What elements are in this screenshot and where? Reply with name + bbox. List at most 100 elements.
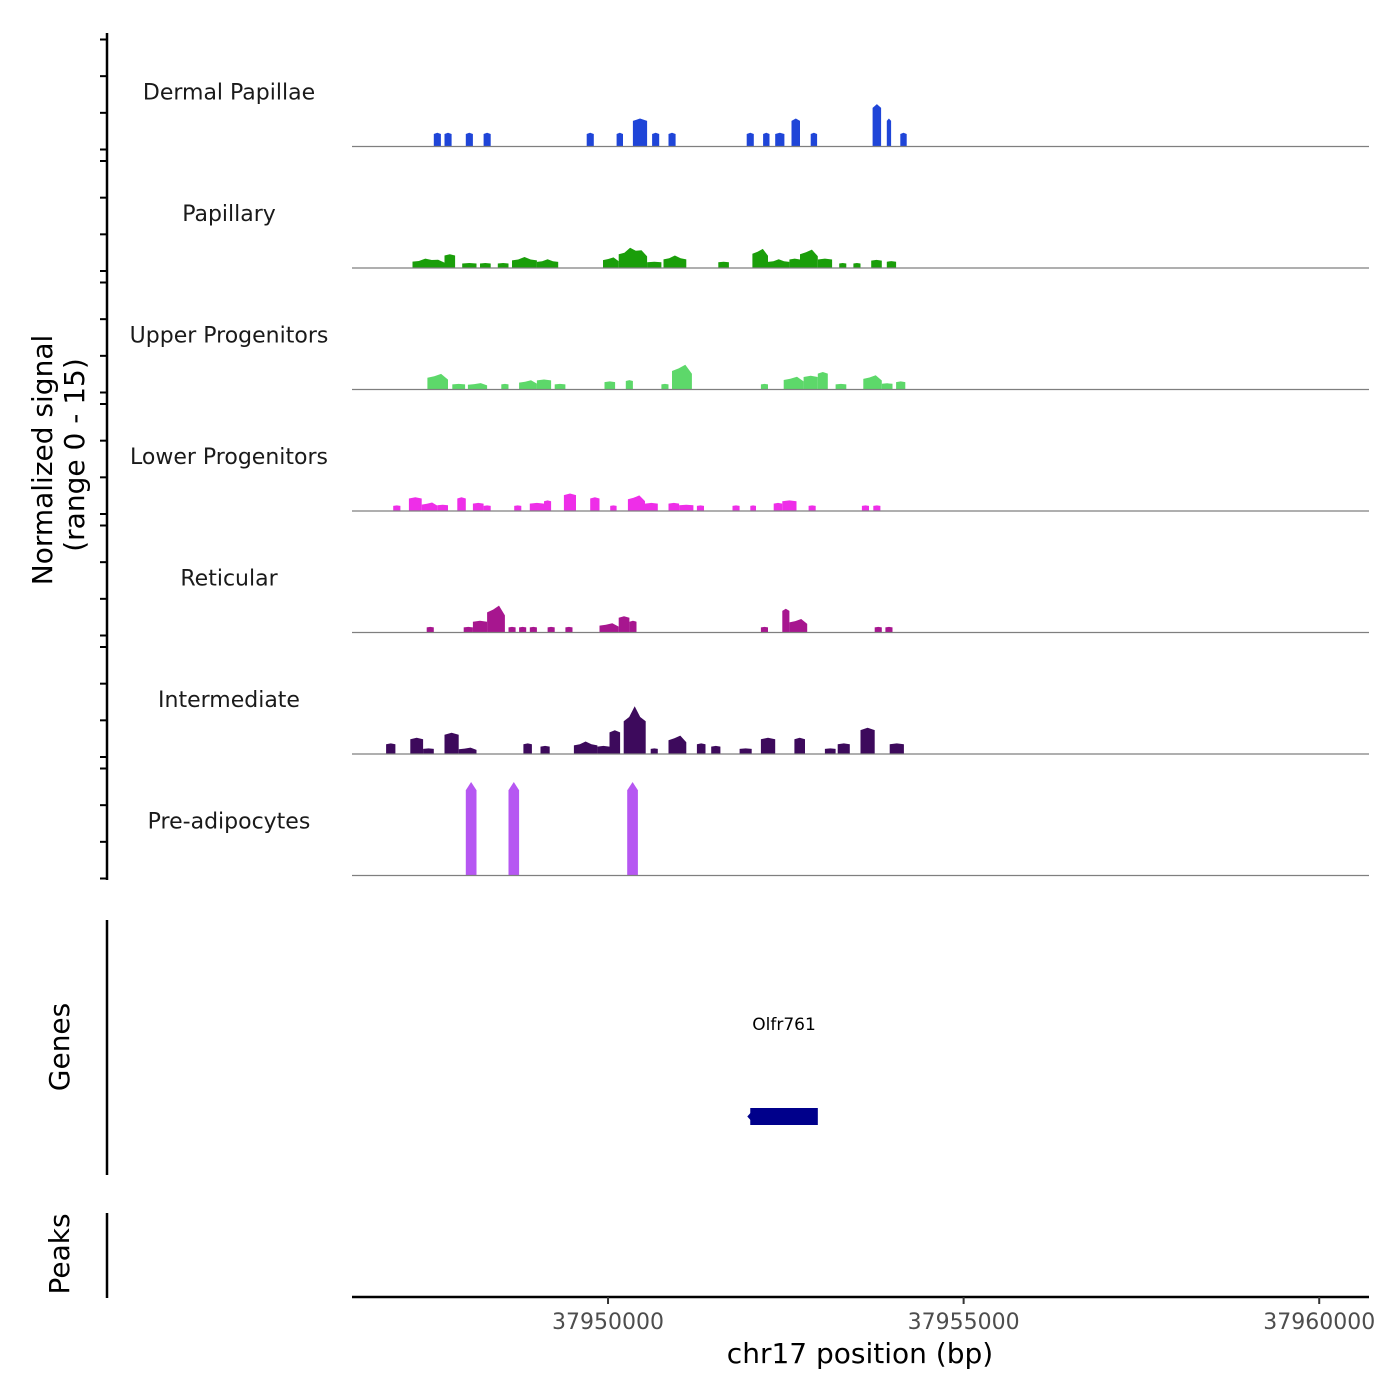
coverage-peak [616, 132, 623, 147]
coverage-peak [618, 247, 648, 268]
track-upper-progenitors: Upper Progenitors [130, 324, 1369, 391]
coverage-peak [444, 254, 456, 268]
coverage-peak [609, 730, 621, 754]
coverage-peak [627, 495, 645, 511]
x-axis-ticks: 37950000 37955000 37960000 [552, 1297, 1375, 1335]
coverage-peak [423, 748, 434, 754]
coverage-peak [817, 258, 833, 268]
coverage-peak [732, 505, 740, 511]
coverage-peak [519, 380, 537, 390]
coverage-peak [458, 747, 477, 754]
coverage-peak [623, 706, 646, 754]
coverage-peak [632, 118, 648, 147]
coverage-peak [800, 249, 818, 268]
coverage-peak [817, 372, 828, 390]
coverage-peak [835, 383, 847, 390]
coverage-peak [514, 505, 522, 511]
coverage-peak [604, 381, 616, 390]
coverage-peak [645, 502, 658, 511]
coverage-peak [773, 502, 783, 511]
coverage-peak [508, 782, 520, 876]
coverage-peak [452, 383, 466, 390]
coverage-peak [508, 626, 516, 633]
coverage-peak [696, 505, 704, 511]
coverage-peak [421, 502, 438, 511]
coverage-peak [523, 743, 532, 754]
coverage-peak [824, 748, 836, 754]
coverage-peak [547, 626, 555, 633]
track-intermediate: Intermediate [158, 688, 1369, 755]
coverage-peak [873, 505, 881, 511]
coverage-peak [763, 132, 770, 147]
y-axis-title: Normalized signal [26, 335, 59, 586]
coverage-peak [410, 737, 424, 754]
coverage-peak [487, 605, 505, 633]
gene-strand-arrow [747, 1111, 753, 1122]
coverage-peak [663, 255, 687, 268]
coverage-peak [529, 626, 537, 633]
coverage-peak [463, 626, 473, 633]
track-dermal-papillae: Dermal Papillae [143, 81, 1369, 148]
track-papillary: Papillary [182, 202, 1369, 269]
coverage-peak [501, 383, 509, 390]
coverage-peak [529, 502, 544, 511]
track-reticular: Reticular [180, 567, 1369, 634]
coverage-peak [789, 619, 808, 633]
coverage-peak [791, 118, 800, 147]
track-label: Lower Progenitors [130, 445, 328, 470]
coverage-peak [760, 737, 776, 754]
coverage-peak [886, 261, 897, 268]
coverage-peak [536, 259, 559, 268]
gene-label: Olfr761 [752, 1015, 816, 1035]
coverage-peak [853, 263, 861, 268]
coverage-peak [627, 782, 638, 876]
coverage-peak [668, 502, 680, 511]
coverage-peak [590, 497, 600, 511]
coverage-peak [837, 743, 850, 754]
coverage-peak [760, 383, 768, 390]
coverage-peak [512, 257, 537, 268]
coverage-peak [650, 748, 658, 754]
coverage-peak [610, 505, 617, 511]
coverage-peak [718, 261, 729, 268]
coverage-peak [536, 379, 552, 390]
track-pre-adipocytes: Pre-adipocytes [148, 782, 1369, 877]
track-label: Reticular [180, 567, 278, 592]
coverage-peak [808, 505, 816, 511]
coverage-peak [679, 504, 694, 511]
coverage-peak [472, 620, 488, 633]
coverage-peak [597, 745, 610, 754]
coverage-peak [668, 132, 676, 147]
coverage-peak [462, 263, 477, 268]
coverage-peak [618, 616, 630, 633]
coverage-peak [760, 626, 768, 633]
coverage-peak [672, 364, 692, 390]
coverage-peak [393, 505, 401, 511]
coverage-peak [483, 505, 491, 511]
coverage-peak [871, 259, 882, 268]
coverage-peak [465, 782, 477, 876]
coverage-peak [668, 735, 687, 754]
track-lower-progenitors: Lower Progenitors [130, 445, 1369, 512]
coverage-peak [625, 380, 633, 390]
x-tick-label: 37960000 [1263, 1310, 1375, 1335]
x-tick-label: 37950000 [552, 1310, 664, 1335]
coverage-peak [437, 504, 448, 511]
coverage-peak [599, 623, 619, 633]
track-label: Intermediate [158, 688, 300, 713]
coverage-peak [863, 375, 882, 390]
coverage-peak [480, 263, 491, 268]
coverage-peak [874, 626, 882, 633]
coverage-peak [750, 505, 756, 511]
coverage-peak [839, 263, 847, 268]
coverage-peak [647, 261, 662, 268]
coverage-peak [775, 132, 785, 147]
coverage-peak [789, 258, 800, 268]
coverage-peak [782, 500, 797, 511]
coverage-peak [433, 132, 441, 147]
coverage-peak [752, 248, 768, 268]
coverage-peak [629, 620, 637, 633]
coverage-peak [483, 132, 491, 147]
coverage-peak [881, 383, 893, 390]
